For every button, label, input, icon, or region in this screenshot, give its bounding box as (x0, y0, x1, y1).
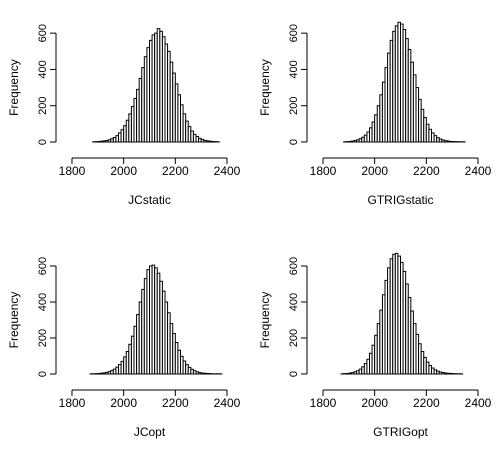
y-tick-label: 400 (37, 60, 49, 78)
x-axis-label: JCstatic (128, 193, 171, 207)
y-tick-label: 600 (37, 24, 49, 42)
y-axis-label: Frequency (258, 59, 272, 116)
y-tick-label: 0 (37, 139, 49, 145)
y-tick-label: 0 (288, 139, 300, 145)
y-tick-label: 200 (288, 329, 300, 347)
y-tick-label: 200 (37, 329, 49, 347)
x-tick-label: 2400 (465, 164, 492, 178)
x-tick-label: 2400 (214, 396, 241, 410)
y-tick-label: 200 (37, 97, 49, 115)
x-tick-label: 1800 (310, 164, 337, 178)
x-tick-label: 2200 (162, 164, 189, 178)
x-tick-label: 2000 (361, 396, 388, 410)
x-tick-label: 2400 (465, 396, 492, 410)
x-tick-label: 2200 (413, 396, 440, 410)
x-tick-label: 1800 (59, 396, 86, 410)
x-tick-label: 2200 (413, 164, 440, 178)
y-tick-label: 600 (37, 257, 49, 275)
histogram-panel: 0 200 400 600 1800 2000 2200 2400 GTRIGopt Freque… (258, 252, 492, 439)
histogram-panel: 0 200 400 600 1800 2000 2200 2400 JCstatic Freque… (7, 24, 241, 207)
x-tick-label: 2200 (162, 396, 189, 410)
x-tick-label: 2000 (110, 164, 137, 178)
y-tick-label: 400 (37, 293, 49, 311)
x-axis-label: JCopt (134, 425, 166, 439)
y-tick-label: 400 (288, 60, 300, 78)
y-tick-label: 600 (288, 24, 300, 42)
x-tick-label: 1800 (59, 164, 86, 178)
y-tick-label: 400 (288, 293, 300, 311)
x-tick-label: 2000 (361, 164, 388, 178)
x-tick-label: 2000 (110, 396, 137, 410)
y-tick-label: 0 (288, 371, 300, 377)
y-tick-label: 600 (288, 257, 300, 275)
x-tick-label: 2400 (214, 164, 241, 178)
x-tick-label: 1800 (310, 396, 337, 410)
histogram-panel: 0 200 400 600 1800 2000 2200 2400 GTRIGstatic Fre… (258, 21, 492, 207)
y-axis-label: Frequency (258, 292, 272, 349)
y-axis-label: Frequency (7, 59, 21, 116)
y-tick-label: 0 (37, 371, 49, 377)
x-axis-label: GTRIGstatic (367, 193, 433, 207)
histogram-panel: 0 200 400 600 1800 2000 2200 2400 JCopt Frequency (7, 257, 241, 439)
y-tick-label: 200 (288, 97, 300, 115)
x-axis-label: GTRIGopt (373, 425, 428, 439)
y-axis-label: Frequency (7, 292, 21, 349)
